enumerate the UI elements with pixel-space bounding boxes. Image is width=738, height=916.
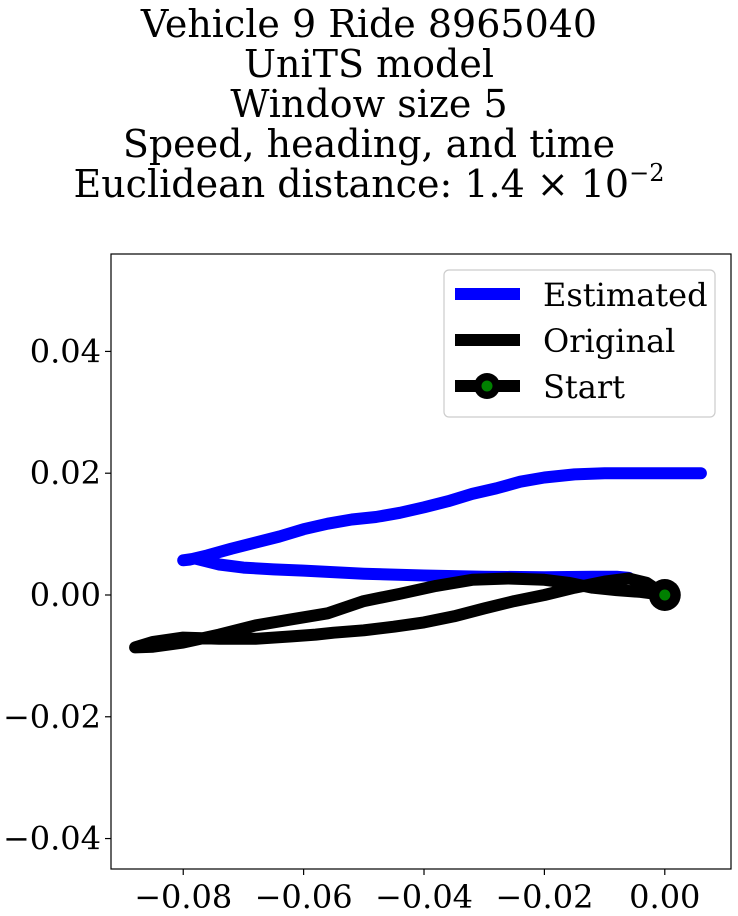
legend-estimated-label: Estimated	[543, 276, 708, 314]
title-line-1: Vehicle 9 Ride 8965040	[140, 2, 598, 46]
x-tick-label: −0.02	[495, 878, 593, 916]
x-tick-label: 0.00	[629, 878, 700, 916]
legend: Estimated Original Start	[443, 269, 716, 418]
plot-frame	[110, 253, 732, 870]
y-tick-label: −0.04	[3, 820, 101, 858]
axis-ticks: −0.08 −0.06 −0.04 −0.02 0.00 0.04 0.02 0.00 −0.0…	[3, 332, 700, 916]
x-tick-label: −0.08	[134, 878, 232, 916]
series-line-estimated	[177, 467, 707, 584]
title-line-4: Speed, heading, and time	[122, 122, 616, 166]
legend-original-label: Original	[543, 322, 675, 360]
series-line-original	[129, 572, 671, 654]
title-line-5: Euclidean distance: 1.4 × 10−2	[0, 161, 738, 206]
y-tick-label: 0.04	[30, 332, 101, 370]
title-line-3: Window size 5	[230, 82, 508, 126]
chart-title: Vehicle 9 Ride 8965040 UniTS model Windo…	[0, 0, 738, 204]
legend-start-label: Start	[543, 368, 625, 406]
legend-start-marker-dot	[481, 380, 493, 392]
distance-exponent: −2	[629, 159, 665, 188]
y-tick-label: 0.02	[30, 454, 101, 492]
x-tick-label: −0.06	[255, 878, 353, 916]
y-tick-label: −0.02	[3, 698, 101, 736]
series-layer	[129, 467, 707, 654]
start-marker-dot	[659, 589, 671, 601]
title-line-2: UniTS model	[244, 42, 494, 86]
x-tick-label: −0.04	[375, 878, 473, 916]
distance-mantissa: 1.4 × 10	[464, 162, 630, 206]
y-tick-label: 0.00	[30, 576, 101, 614]
distance-label: Euclidean distance:	[73, 162, 465, 206]
